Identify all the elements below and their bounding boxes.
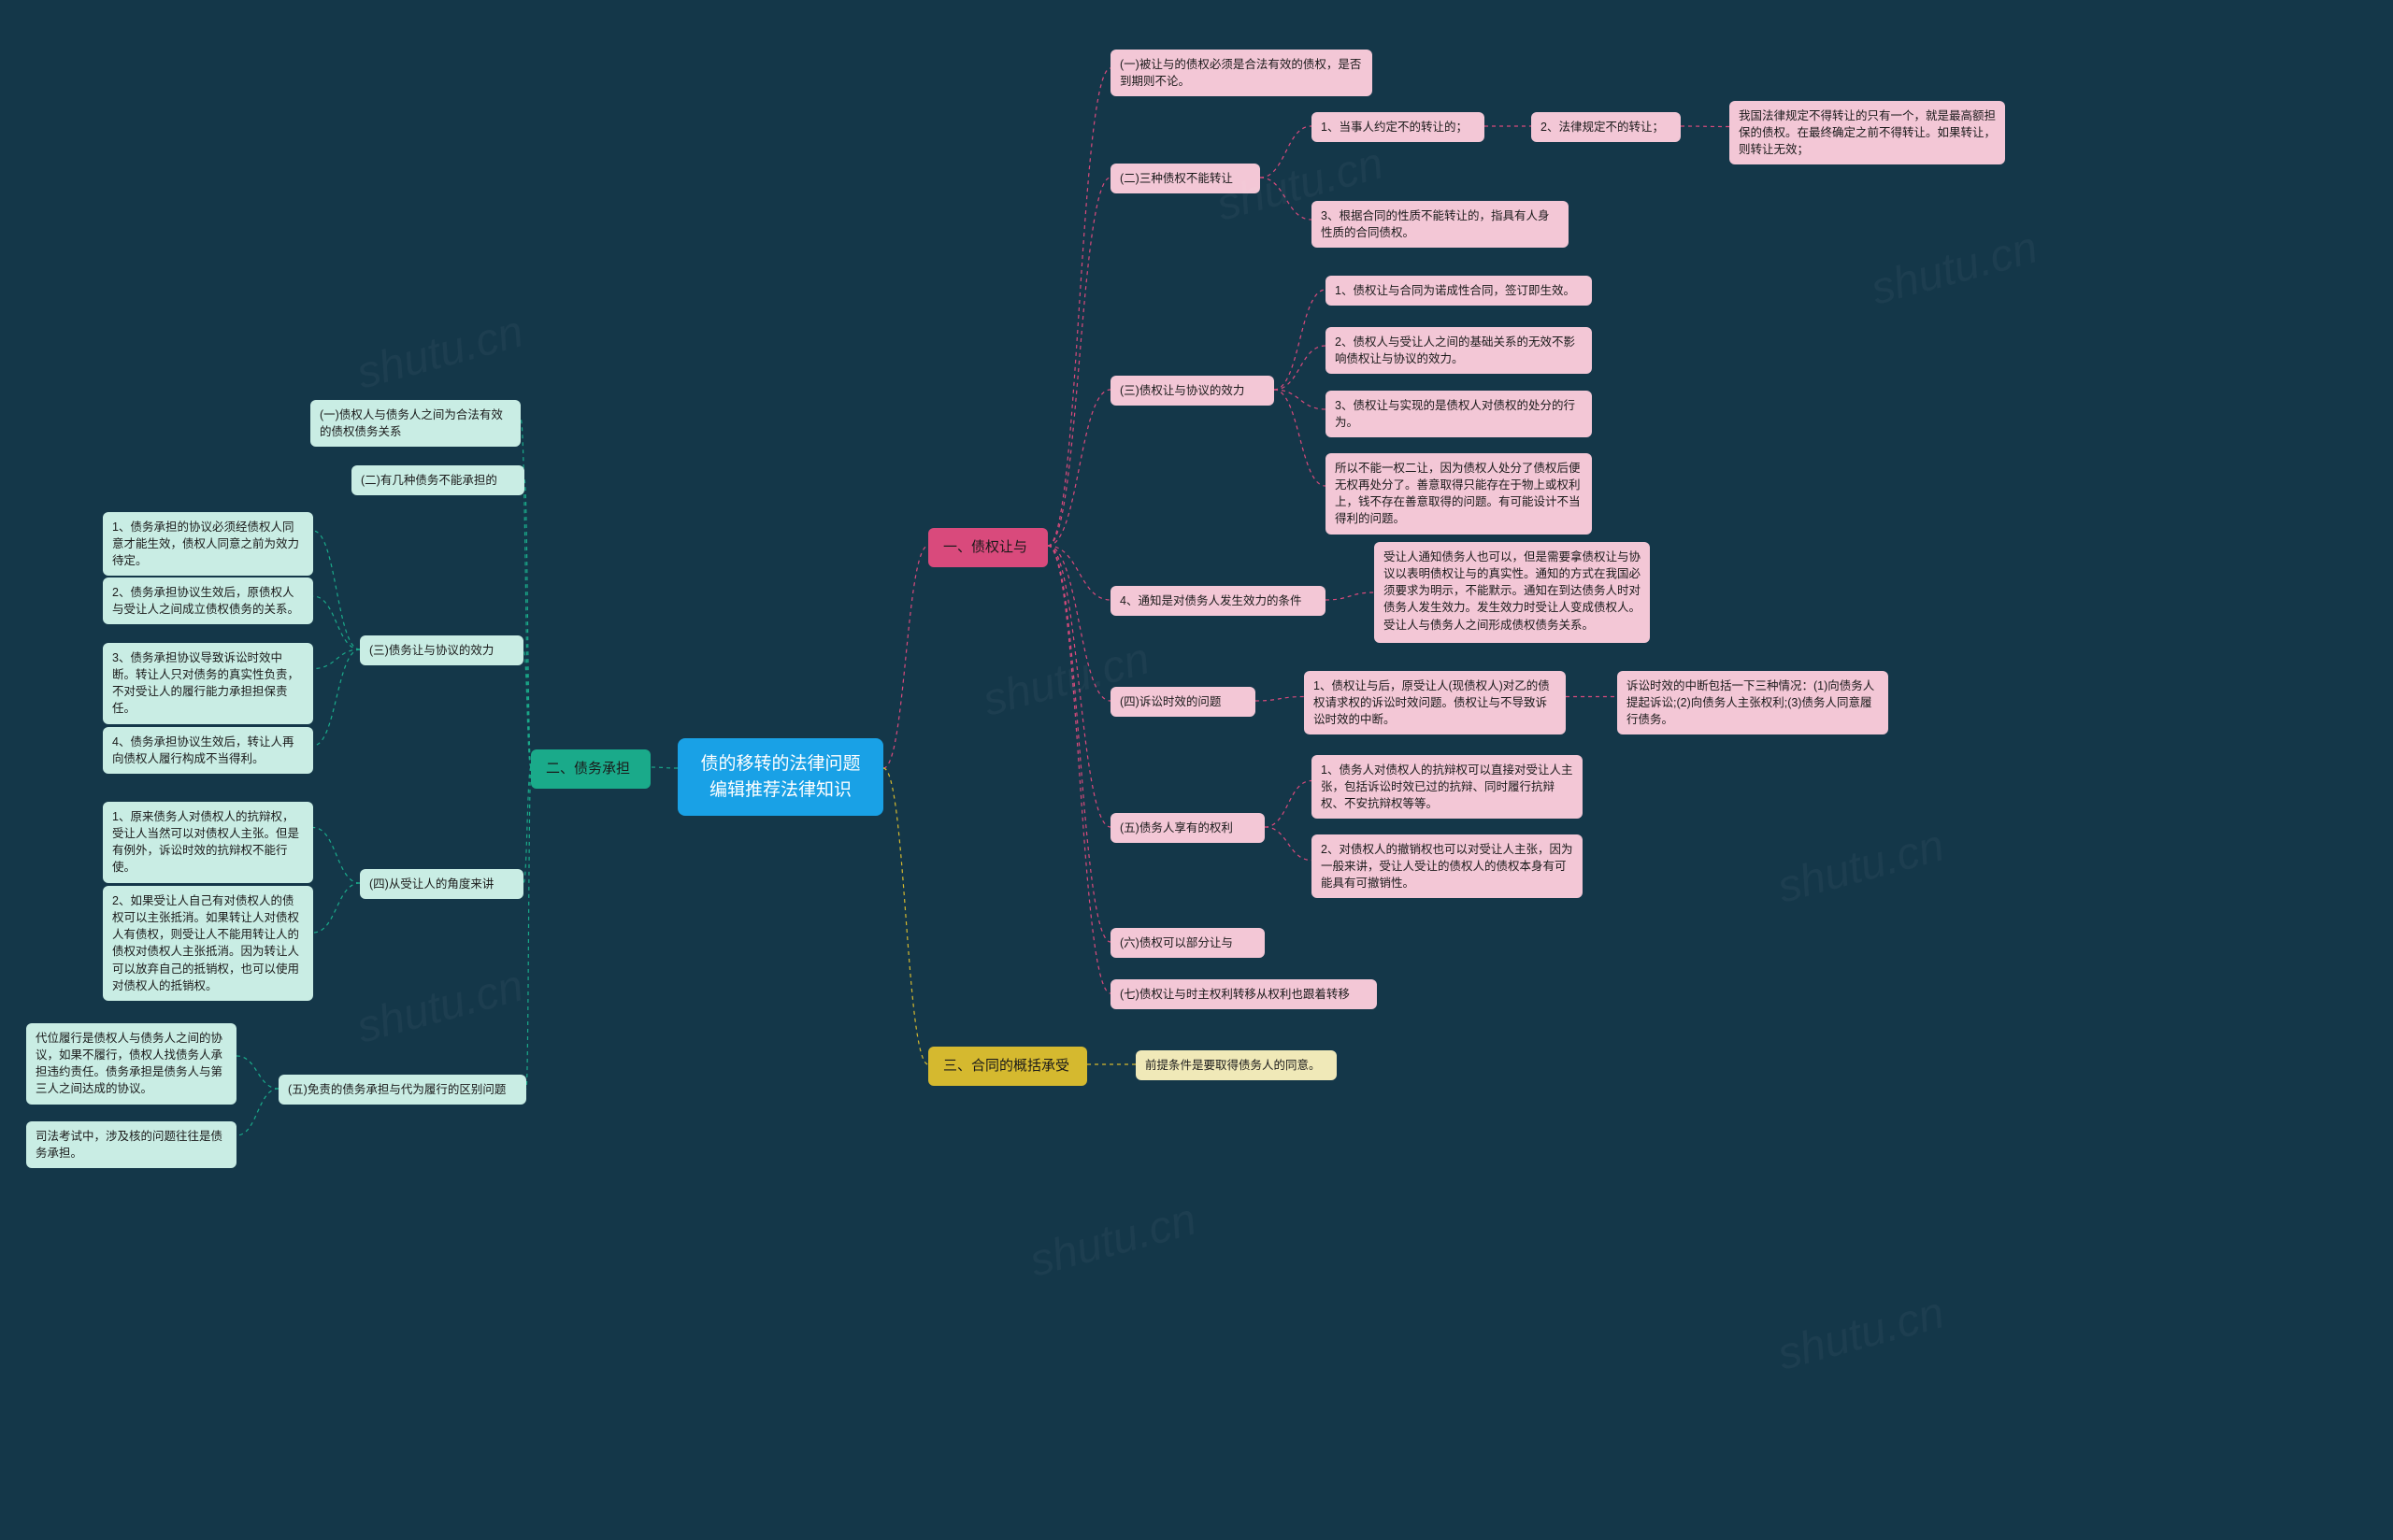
c132: 2、债权人与受让人之间的基础关系的无效不影响债权让与协议的效力。	[1325, 327, 1592, 374]
c1211: 2、法律规定不的转让；	[1531, 112, 1681, 142]
connector-layer	[0, 0, 2393, 1540]
c21: (一)债权人与债务人之间为合法有效的债权债务关系	[310, 400, 521, 447]
c31: 前提条件是要取得债务人的同意。	[1136, 1050, 1337, 1080]
c24: (四)从受让人的角度来讲	[360, 869, 523, 899]
watermark: shutu.cn	[1025, 1193, 1202, 1287]
c252: 司法考试中，涉及核的问题往往是债务承担。	[26, 1121, 236, 1168]
c18: (七)债权让与时主权利转移从权利也跟着转移	[1111, 979, 1377, 1009]
c161: 1、债务人对债权人的抗辩权可以直接对受让人主张，包括诉讼时效已过的抗辩、同时履行…	[1311, 755, 1583, 819]
c12111: 我国法律规定不得转让的只有一个，就是最高额担保的债权。在最终确定之前不得转让。如…	[1729, 101, 2005, 164]
c141: 受让人通知债务人也可以，但是需要拿债权让与协议以表明债权让与的真实性。通知的方式…	[1374, 542, 1650, 643]
c134: 所以不能一权二让，因为债权人处分了债权后便无权再处分了。善意取得只能存在于物上或…	[1325, 453, 1592, 535]
c131: 1、债权让与合同为诺成性合同，签订即生效。	[1325, 276, 1592, 306]
c16: (五)债务人享有的权利	[1111, 813, 1265, 843]
branch-2: 二、债务承担	[531, 749, 651, 789]
c233: 3、债务承担协议导致诉讼时效中断。转让人只对债务的真实性负责，不对受让人的履行能…	[103, 643, 313, 724]
watermark: shutu.cn	[1866, 221, 2043, 315]
root-node: 债的移转的法律问题编辑推荐法律知识	[678, 738, 883, 816]
c25: (五)免责的债务承担与代为履行的区别问题	[279, 1075, 526, 1105]
c231: 1、债务承担的协议必须经债权人同意才能生效，债权人同意之前为效力待定。	[103, 512, 313, 576]
c234: 4、债务承担协议生效后，转让人再向债权人履行构成不当得利。	[103, 727, 313, 774]
branch-3: 三、合同的概括承受	[928, 1047, 1087, 1086]
c133: 3、债权让与实现的是债权人对债权的处分的行为。	[1325, 391, 1592, 437]
watermark: shutu.cn	[351, 960, 529, 1053]
c11: (一)被让与的债权必须是合法有效的债权，是否到期则不论。	[1111, 50, 1372, 96]
c23: (三)债务让与协议的效力	[360, 635, 523, 665]
c12: (二)三种债权不能转让	[1111, 164, 1260, 193]
c151: 1、债权让与后，原受让人(现债权人)对乙的债权请求权的诉讼时效问题。债权让与不导…	[1304, 671, 1566, 734]
watermark: shutu.cn	[1772, 1287, 1950, 1380]
watermark: shutu.cn	[1772, 820, 1950, 913]
c232: 2、债务承担协议生效后，原债权人与受让人之间成立债权债务的关系。	[103, 578, 313, 624]
c22: (二)有几种债务不能承担的	[351, 465, 524, 495]
c17: (六)债权可以部分让与	[1111, 928, 1265, 958]
c241: 1、原来债务人对债权人的抗辩权，受让人当然可以对债权人主张。但是有例外，诉讼时效…	[103, 802, 313, 883]
c121: 1、当事人约定不的转让的；	[1311, 112, 1484, 142]
c162: 2、对债权人的撤销权也可以对受让人主张，因为一般来讲，受让人受让的债权人的债权本…	[1311, 834, 1583, 898]
c14: 4、通知是对债务人发生效力的条件	[1111, 586, 1325, 616]
c251: 代位履行是债权人与债务人之间的协议，如果不履行，债权人找债务人承担违约责任。债务…	[26, 1023, 236, 1105]
watermark: shutu.cn	[351, 306, 529, 399]
c242: 2、如果受让人自己有对债权人的债权可以主张抵消。如果转让人对债权人有债权，则受让…	[103, 886, 313, 1001]
branch-1: 一、债权让与	[928, 528, 1048, 567]
c13: (三)债权让与协议的效力	[1111, 376, 1274, 406]
c1511: 诉讼时效的中断包括一下三种情况：(1)向债务人提起诉讼;(2)向债务人主张权利;…	[1617, 671, 1888, 734]
c15: (四)诉讼时效的问题	[1111, 687, 1255, 717]
c122: 3、根据合同的性质不能转让的，指具有人身性质的合同债权。	[1311, 201, 1569, 248]
